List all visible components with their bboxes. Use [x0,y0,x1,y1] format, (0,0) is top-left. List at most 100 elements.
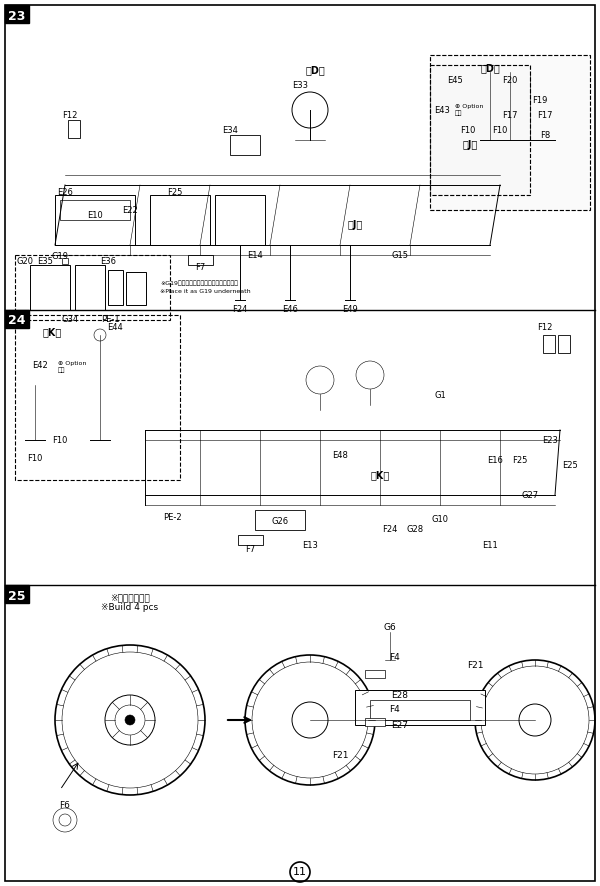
Circle shape [125,715,135,725]
Bar [558,335,570,353]
Bar [108,270,123,305]
Bar [15,315,180,480]
Text: 【J】: 【J】 [463,140,478,150]
Text: E26: E26 [57,188,73,197]
Text: E16: E16 [487,455,503,464]
Text: F17: F17 [537,111,553,120]
Bar [215,195,265,245]
Bar [30,265,70,310]
Bar [365,718,385,726]
Text: E34: E34 [222,126,238,135]
Bar [75,265,105,310]
Bar [365,670,385,678]
Text: E49: E49 [342,306,358,315]
Bar [370,700,470,720]
Text: ※Build 4 pcs: ※Build 4 pcs [101,603,158,612]
Bar [188,255,213,265]
Text: E42: E42 [32,361,48,369]
Text: ⊕ Option
選択: ⊕ Option 選択 [58,361,86,373]
Text: E28: E28 [392,690,409,700]
Text: E14: E14 [247,251,263,260]
Text: E36: E36 [100,258,116,267]
Bar [238,535,263,545]
Bar [15,255,170,320]
Text: 【K】: 【K】 [43,327,62,337]
Text: E48: E48 [332,450,348,460]
Text: F25: F25 [167,188,182,197]
Text: F21: F21 [332,750,348,759]
Text: 【D】: 【D】 [480,63,500,73]
Bar [60,200,130,220]
Text: E43: E43 [434,105,450,114]
Text: E22: E22 [122,206,138,214]
Bar [543,335,555,353]
Text: 11: 11 [293,867,307,877]
Text: E23: E23 [542,436,558,445]
Text: 【J】: 【J】 [347,220,362,230]
Text: PE-2: PE-2 [163,514,181,523]
Text: G19: G19 [52,252,68,260]
Text: F4: F4 [389,705,400,714]
Text: ※Place it as G19 underneath: ※Place it as G19 underneath [160,289,251,294]
Text: E13: E13 [302,540,318,549]
Bar [355,690,485,725]
Bar [5,585,29,603]
Bar [430,65,530,195]
Text: G28: G28 [406,525,424,534]
Text: 【K】: 【K】 [370,470,389,480]
Bar [5,310,29,328]
Text: E11: E11 [482,540,498,549]
Text: PE-1: PE-1 [101,315,119,324]
Text: ⊕ Option
選択: ⊕ Option 選択 [455,105,484,116]
Text: ※G19が下側になるように取り付けます。: ※G19が下側になるように取り付けます。 [160,280,238,286]
Bar [55,195,135,245]
Text: F8: F8 [540,130,550,139]
Text: G26: G26 [271,517,289,526]
Text: F19: F19 [532,96,548,105]
Text: E44: E44 [107,323,123,332]
Text: F10: F10 [52,436,68,445]
Bar [5,5,29,23]
Bar [230,135,260,155]
Text: 23: 23 [8,10,26,22]
Text: F20: F20 [502,75,518,84]
Text: F7: F7 [195,263,205,273]
Bar [430,55,590,210]
Text: 【D】: 【D】 [305,65,325,75]
Text: G34: G34 [61,315,79,324]
Text: E27: E27 [392,720,409,729]
Text: F24: F24 [232,306,248,315]
Text: E25: E25 [562,461,578,470]
Text: 25: 25 [8,589,26,602]
Text: 24: 24 [8,315,26,328]
Text: G27: G27 [521,491,539,500]
Text: F24: F24 [382,525,398,534]
Bar [150,195,210,245]
Text: G1: G1 [434,391,446,400]
Text: E33: E33 [292,81,308,89]
Text: F4: F4 [389,654,400,663]
Text: F7: F7 [245,546,255,555]
Text: F12: F12 [62,111,77,120]
Text: F10: F10 [460,126,476,135]
Bar [430,65,530,195]
Bar [68,120,80,138]
Bar [62,258,68,264]
Text: E35: E35 [37,258,53,267]
Bar [430,55,590,210]
Text: E10: E10 [87,211,103,220]
Text: F10: F10 [493,126,508,135]
Bar [255,510,305,530]
Text: G10: G10 [431,516,449,525]
Bar [126,272,146,305]
Text: F25: F25 [512,455,527,464]
Text: ※４組作ります: ※４組作ります [110,593,150,602]
Text: E45: E45 [447,75,463,84]
Text: G20: G20 [17,258,34,267]
Text: F12: F12 [538,323,553,332]
Text: G15: G15 [392,251,409,260]
Text: F17: F17 [502,111,518,120]
Text: G6: G6 [383,624,397,633]
Text: E46: E46 [282,306,298,315]
Text: F10: F10 [28,454,43,462]
